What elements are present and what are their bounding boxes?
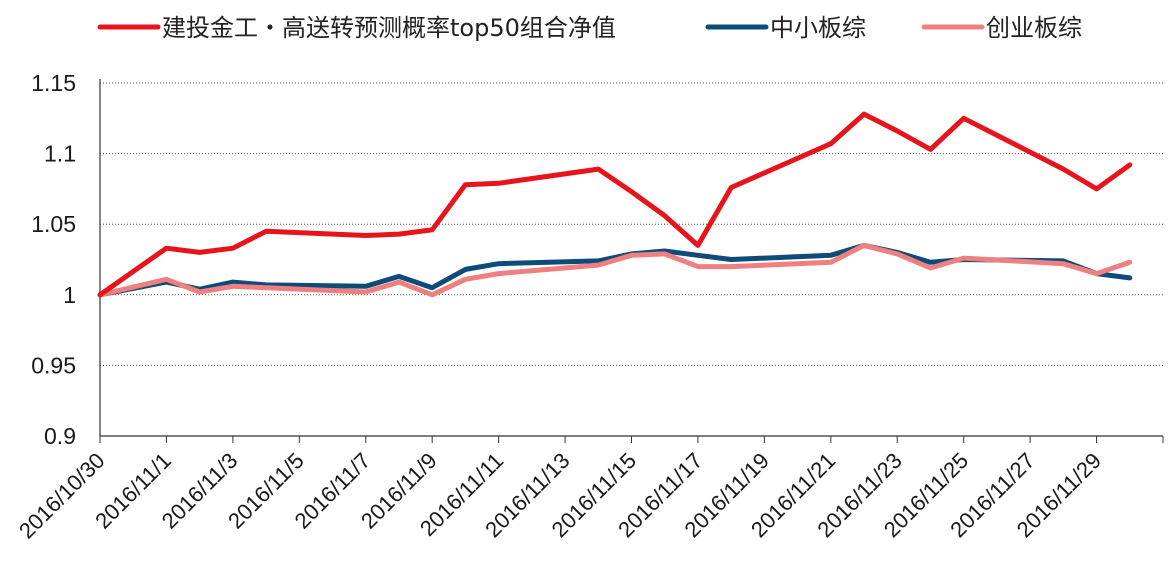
y-tick-label: 0.9: [44, 423, 76, 449]
legend-item: 建投金工・高送转预测概率top50组合净值: [97, 14, 616, 42]
axes: [99, 79, 1164, 443]
y-tick-label: 1: [63, 282, 76, 308]
y-tick-label: 1.05: [31, 211, 76, 237]
legend-label: 建投金工・高送转预测概率top50组合净值: [162, 14, 616, 42]
legend: 建投金工・高送转预测概率top50组合净值 中小板综 创业板综: [97, 14, 1082, 42]
series-line: [97, 111, 1133, 298]
x-axis-ticks: 2016/10/302016/11/12016/11/32016/11/5201…: [14, 448, 1106, 544]
series-line: [97, 242, 1133, 298]
x-tick-label: 2016/10/30: [14, 448, 110, 544]
y-tick-label: 1.15: [31, 70, 76, 96]
y-tick-label: 1.1: [44, 141, 76, 167]
legend-label: 创业板综: [986, 14, 1082, 42]
legend-label: 中小板综: [770, 14, 866, 42]
y-tick-label: 0.95: [31, 352, 76, 378]
legend-item: 创业板综: [921, 14, 1082, 42]
legend-item: 中小板综: [705, 14, 866, 42]
series-lines: [97, 111, 1133, 298]
gridlines: [100, 82, 1163, 366]
y-axis-ticks: 0.9 0.95 1 1.05 1.1 1.15: [31, 70, 76, 449]
